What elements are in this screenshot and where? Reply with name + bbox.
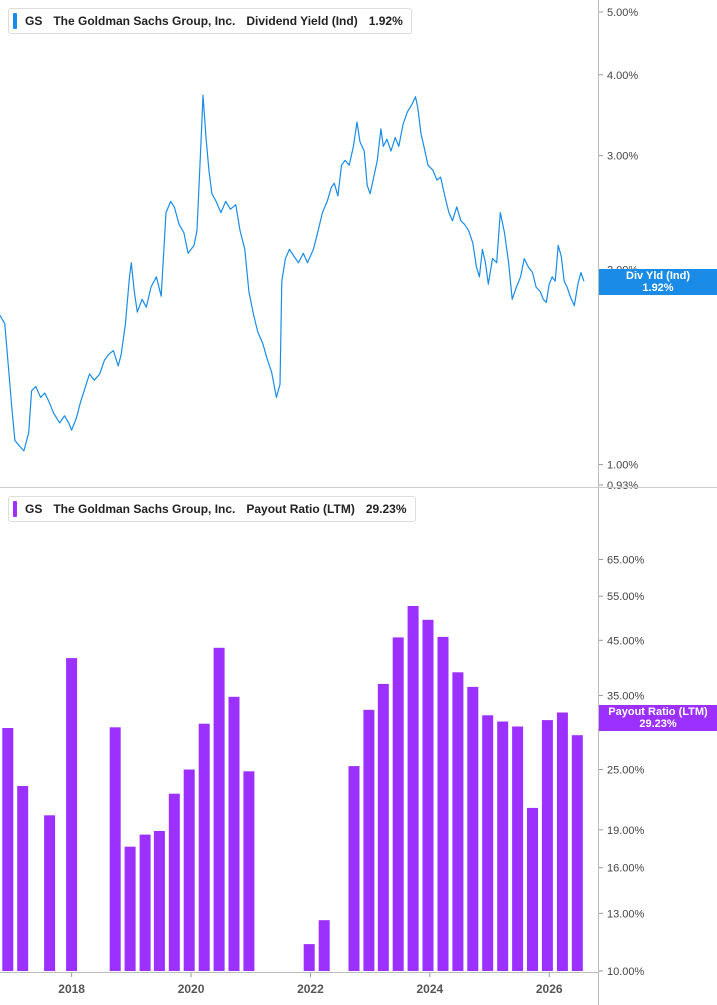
y-tick-label: 19.00% [607, 825, 645, 837]
payout-bar [437, 636, 449, 971]
payout-bar [512, 726, 524, 971]
payout-bar [392, 637, 404, 971]
y-tick-label: 16.00% [607, 863, 645, 875]
div-yield-value-tag: Div Yld (Ind) 1.92% [599, 269, 717, 295]
payout-bar [183, 769, 195, 971]
bottom-legend-value: 29.23% [365, 502, 407, 516]
payout-bar [497, 721, 509, 971]
bottom-legend-company: The Goldman Sachs Group, Inc. [53, 502, 236, 516]
payout-bar [348, 766, 360, 971]
y-tick-label: 25.00% [607, 765, 645, 777]
payout-bar [452, 672, 464, 971]
payout-bar [541, 720, 553, 971]
y-tick-label: 13.00% [607, 908, 645, 920]
payout-bar [377, 683, 389, 971]
y-tick-label: 45.00% [607, 635, 645, 647]
payout-bar [44, 815, 56, 971]
payout-bar [109, 727, 121, 971]
payout-ratio-value-tag: Payout Ratio (LTM) 29.23% [599, 705, 717, 731]
x-tick-label: 2026 [536, 982, 563, 996]
payout-bar [318, 920, 330, 971]
y-tick-label: 0.93% [607, 480, 638, 492]
payout-bar [66, 658, 78, 971]
payout-bar [17, 786, 29, 971]
payout-bar [198, 723, 210, 971]
dividend-yield-line [0, 94, 585, 452]
payout-bar [213, 647, 225, 971]
payout-bar [467, 686, 479, 971]
y-tick-label: 55.00% [607, 591, 645, 603]
payout-bar [482, 715, 494, 971]
payout-bar [2, 728, 14, 971]
payout-tag-value: 29.23% [639, 718, 677, 730]
x-tick-label: 2018 [58, 982, 85, 996]
y-tick-label: 10.00% [607, 966, 645, 978]
x-tick-label: 2020 [178, 982, 205, 996]
y-tick-label: 1.00% [607, 460, 638, 472]
top-legend-metric: Dividend Yield (Ind) [246, 14, 358, 28]
top-legend-value: 1.92% [368, 14, 403, 28]
top-legend-company: The Goldman Sachs Group, Inc. [53, 14, 236, 28]
top-legend: GS The Goldman Sachs Group, Inc. Dividen… [8, 8, 412, 34]
x-tick-label: 2024 [416, 982, 443, 996]
top-legend-ticker: GS [25, 14, 43, 28]
payout-bar [153, 831, 165, 971]
x-tick-label: 2022 [297, 982, 324, 996]
payout-tag-label: Payout Ratio (LTM) [608, 706, 708, 718]
payout-bar [124, 846, 136, 971]
payout-bar [556, 712, 568, 971]
payout-bar [139, 834, 151, 971]
payout-bar [422, 619, 434, 971]
div-yield-tag-value: 1.92% [642, 282, 674, 294]
payout-bar [243, 771, 255, 971]
bottom-legend-swatch [13, 501, 17, 517]
y-tick-label: 3.00% [607, 151, 638, 163]
y-tick-label: 35.00% [607, 691, 645, 703]
bottom-legend: GS The Goldman Sachs Group, Inc. Payout … [8, 496, 416, 522]
div-yield-tag-label: Div Yld (Ind) [626, 270, 690, 282]
y-tick-label: 5.00% [607, 7, 638, 19]
payout-bar [303, 944, 315, 971]
payout-bar [571, 735, 583, 971]
payout-bar [168, 793, 180, 971]
y-tick-label: 65.00% [607, 554, 645, 566]
bottom-legend-ticker: GS [25, 502, 43, 516]
bottom-legend-metric: Payout Ratio (LTM) [246, 502, 355, 516]
payout-bar [363, 709, 375, 971]
top-legend-swatch [13, 13, 17, 29]
payout-bar [407, 606, 419, 971]
payout-bar [228, 696, 240, 971]
y-tick-label: 4.00% [607, 70, 638, 82]
payout-bar [527, 807, 538, 971]
